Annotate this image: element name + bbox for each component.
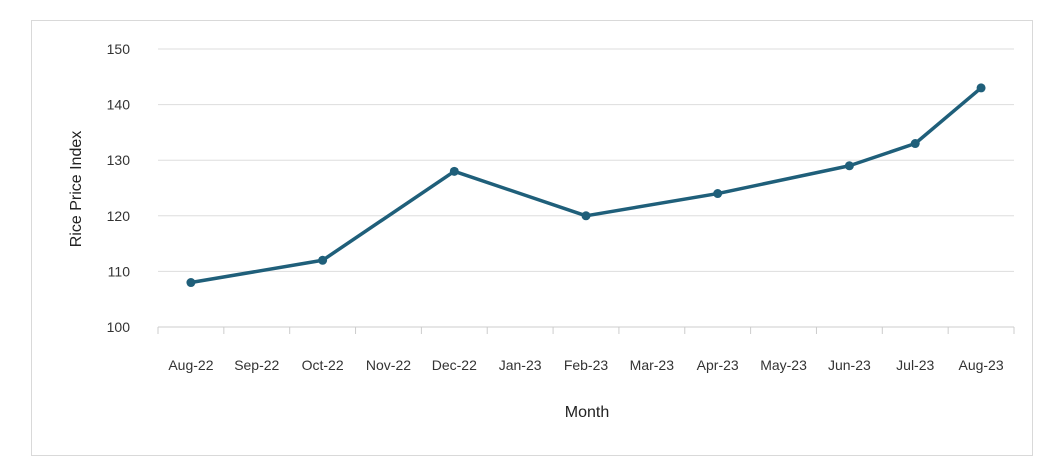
data-point — [581, 211, 591, 221]
x-tick-label: Jul-23 — [896, 357, 934, 373]
y-tick-label: 150 — [107, 41, 131, 57]
y-axis-title: Rice Price Index — [68, 131, 85, 248]
y-tick-label: 140 — [107, 97, 131, 113]
data-point — [910, 139, 920, 149]
x-axis: Aug-22 Sep-22 Oct-22 Nov-22 Dec-22 Jan-23 Feb-… — [157, 327, 1015, 373]
x-tick-label: Mar-23 — [630, 357, 675, 373]
x-tick-label: Apr-23 — [697, 357, 739, 373]
data-point — [186, 278, 196, 288]
y-axis: 100 110 120 130 140 150 — [107, 41, 131, 335]
x-tick-label: Jan-23 — [499, 357, 542, 373]
y-tick-label: 130 — [107, 152, 131, 168]
data-point — [976, 83, 986, 93]
data-point — [844, 161, 854, 171]
x-tick-label: Jun-23 — [828, 357, 871, 373]
data-point — [318, 255, 328, 265]
x-tick-label: Oct-22 — [302, 357, 344, 373]
x-tick-label: Dec-22 — [432, 357, 477, 373]
x-tick-label: May-23 — [760, 357, 807, 373]
x-tick-label: Aug-22 — [168, 357, 213, 373]
gridlines — [158, 48, 1014, 328]
data-point — [713, 189, 723, 199]
x-tick-label: Nov-22 — [366, 357, 411, 373]
x-tick-label: Aug-23 — [958, 357, 1003, 373]
x-axis-title: Month — [565, 404, 609, 421]
series-layer — [186, 83, 986, 288]
x-tick-label: Sep-22 — [234, 357, 279, 373]
series-line — [189, 86, 983, 285]
y-tick-label: 100 — [107, 319, 131, 335]
data-point — [449, 166, 459, 176]
chart-frame — [31, 20, 1033, 456]
y-tick-label: 110 — [108, 263, 131, 279]
x-tick-label: Feb-23 — [564, 357, 609, 373]
y-tick-label: 120 — [107, 208, 131, 224]
